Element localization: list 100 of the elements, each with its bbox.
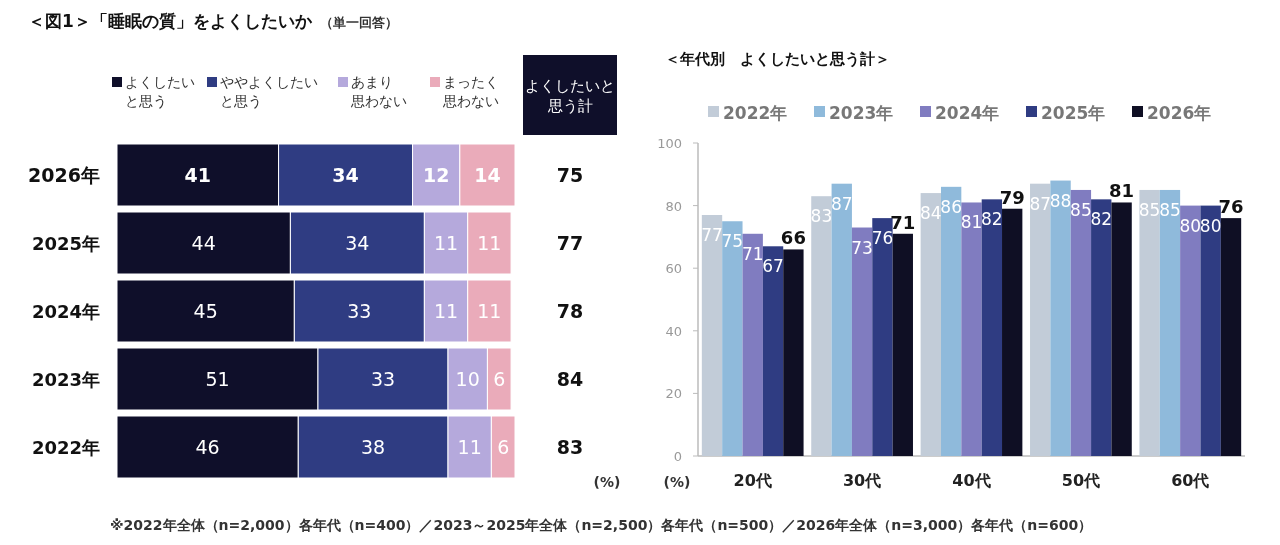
data-label: 81 <box>1109 180 1135 202</box>
data-label: 6 <box>493 368 506 390</box>
legend-label: 2022年 <box>723 103 788 123</box>
data-label: 85 <box>1070 199 1092 220</box>
data-label: 76 <box>1218 196 1244 218</box>
text: ※2022年全体（n=2,000）各年代（n=400）／2023～2025年全体（n=2,500）各年代（n=500）／2026年全体（n=3,000）各年代（n=600） <box>110 517 1093 533</box>
bar <box>1050 180 1071 456</box>
y-tick-label: 2023年 <box>31 369 100 390</box>
bar <box>940 186 962 456</box>
data-label: 66 <box>780 227 806 249</box>
data-label: 67 <box>762 256 784 277</box>
data-label: 84 <box>919 203 942 224</box>
bar <box>920 193 941 456</box>
data-label: 79 <box>999 186 1025 208</box>
data-label: 73 <box>851 237 873 258</box>
data-label: 41 <box>184 164 212 186</box>
chart-title: ＜年代別 よくしたいと思う計＞ <box>665 50 890 68</box>
data-label: 85 <box>1159 199 1181 220</box>
data-label: 85 <box>1138 199 1161 220</box>
data-label: 88 <box>1049 190 1072 211</box>
data-label: 81 <box>960 212 983 233</box>
text: 75 <box>556 164 584 186</box>
data-label: 11 <box>457 436 482 458</box>
bar <box>1159 189 1181 456</box>
data-label: 34 <box>332 164 359 186</box>
data-label: 46 <box>195 436 220 458</box>
data-label: 80 <box>1199 215 1222 236</box>
y-tick-label: 2025年 <box>31 233 100 254</box>
bar <box>831 183 852 456</box>
data-label: 75 <box>721 231 744 252</box>
legend-item: まったく思わない <box>430 74 499 109</box>
bar <box>1030 183 1051 456</box>
data-label: 83 <box>810 206 833 227</box>
bar <box>1002 208 1023 456</box>
bar <box>762 246 784 456</box>
data-label: 87 <box>830 193 853 214</box>
bar <box>872 218 893 456</box>
bar <box>783 249 804 456</box>
bar <box>1220 218 1242 456</box>
x-tick-label: 40代 <box>952 471 991 490</box>
bar <box>892 233 913 456</box>
bar <box>1070 189 1092 456</box>
bar <box>1091 199 1112 456</box>
data-label: 87 <box>1029 193 1052 214</box>
legend-label: あまり思わない <box>350 74 407 109</box>
x-tick-label: 50代 <box>1061 471 1101 490</box>
data-label: 12 <box>422 164 450 186</box>
data-label: 11 <box>433 300 459 322</box>
legend-label: 2026年 <box>1147 103 1212 123</box>
bar <box>1139 189 1160 456</box>
text: 83 <box>556 436 584 458</box>
data-label: 10 <box>455 368 480 390</box>
bar <box>1180 205 1201 456</box>
y-tick-label: 2022年 <box>31 437 100 458</box>
data-label: 33 <box>347 300 372 322</box>
data-label: 11 <box>477 300 502 322</box>
y-tick-label: 0 <box>673 449 682 464</box>
data-label: 45 <box>193 300 218 322</box>
y-tick-label: 20 <box>665 386 682 402</box>
data-label: 38 <box>361 436 386 458</box>
x-tick-label: 60代 <box>1171 471 1210 490</box>
data-label: 6 <box>497 436 510 458</box>
text: 78 <box>556 300 584 322</box>
bar <box>701 214 723 456</box>
bar <box>1200 205 1221 456</box>
data-label: 34 <box>345 232 370 254</box>
text: 77 <box>556 232 584 254</box>
data-label: 14 <box>474 164 501 186</box>
legend-label: 2024年 <box>935 103 1000 123</box>
chart-subtitle: （単一回答） <box>319 15 398 30</box>
bar <box>811 196 832 456</box>
bar <box>981 199 1003 456</box>
legend-item: よくしたいと思う <box>112 74 195 109</box>
data-label: 33 <box>370 368 396 390</box>
data-label: 82 <box>1090 209 1113 230</box>
data-label: 11 <box>477 232 502 254</box>
y-tick-label: 80 <box>665 198 682 214</box>
legend-label: まったく思わない <box>442 74 499 109</box>
x-tick-label: 30代 <box>842 471 882 490</box>
bar <box>851 227 873 456</box>
bar <box>961 202 982 456</box>
data-label: 80 <box>1179 215 1202 236</box>
chart-title: ＜図1＞「睡眠の質」をよくしたいか <box>28 11 313 31</box>
text: 84 <box>556 368 584 390</box>
data-label: 44 <box>191 232 216 254</box>
text: よくしたいと思う計 <box>525 77 615 115</box>
y-tick-label: 60 <box>665 261 682 277</box>
data-label: 86 <box>940 196 962 217</box>
data-label: 77 <box>701 224 723 245</box>
data-label: 82 <box>981 209 1003 230</box>
data-label: 51 <box>205 368 230 390</box>
legend-label: 2023年 <box>829 103 894 123</box>
data-label: 71 <box>741 243 764 264</box>
x-tick-label: 20代 <box>733 471 772 490</box>
text: (%) <box>663 474 691 490</box>
bar <box>722 221 743 456</box>
legend-label: 2025年 <box>1041 103 1106 123</box>
text: (%) <box>593 474 621 490</box>
legend-item: あまり思わない <box>338 74 407 109</box>
bar <box>742 233 763 456</box>
